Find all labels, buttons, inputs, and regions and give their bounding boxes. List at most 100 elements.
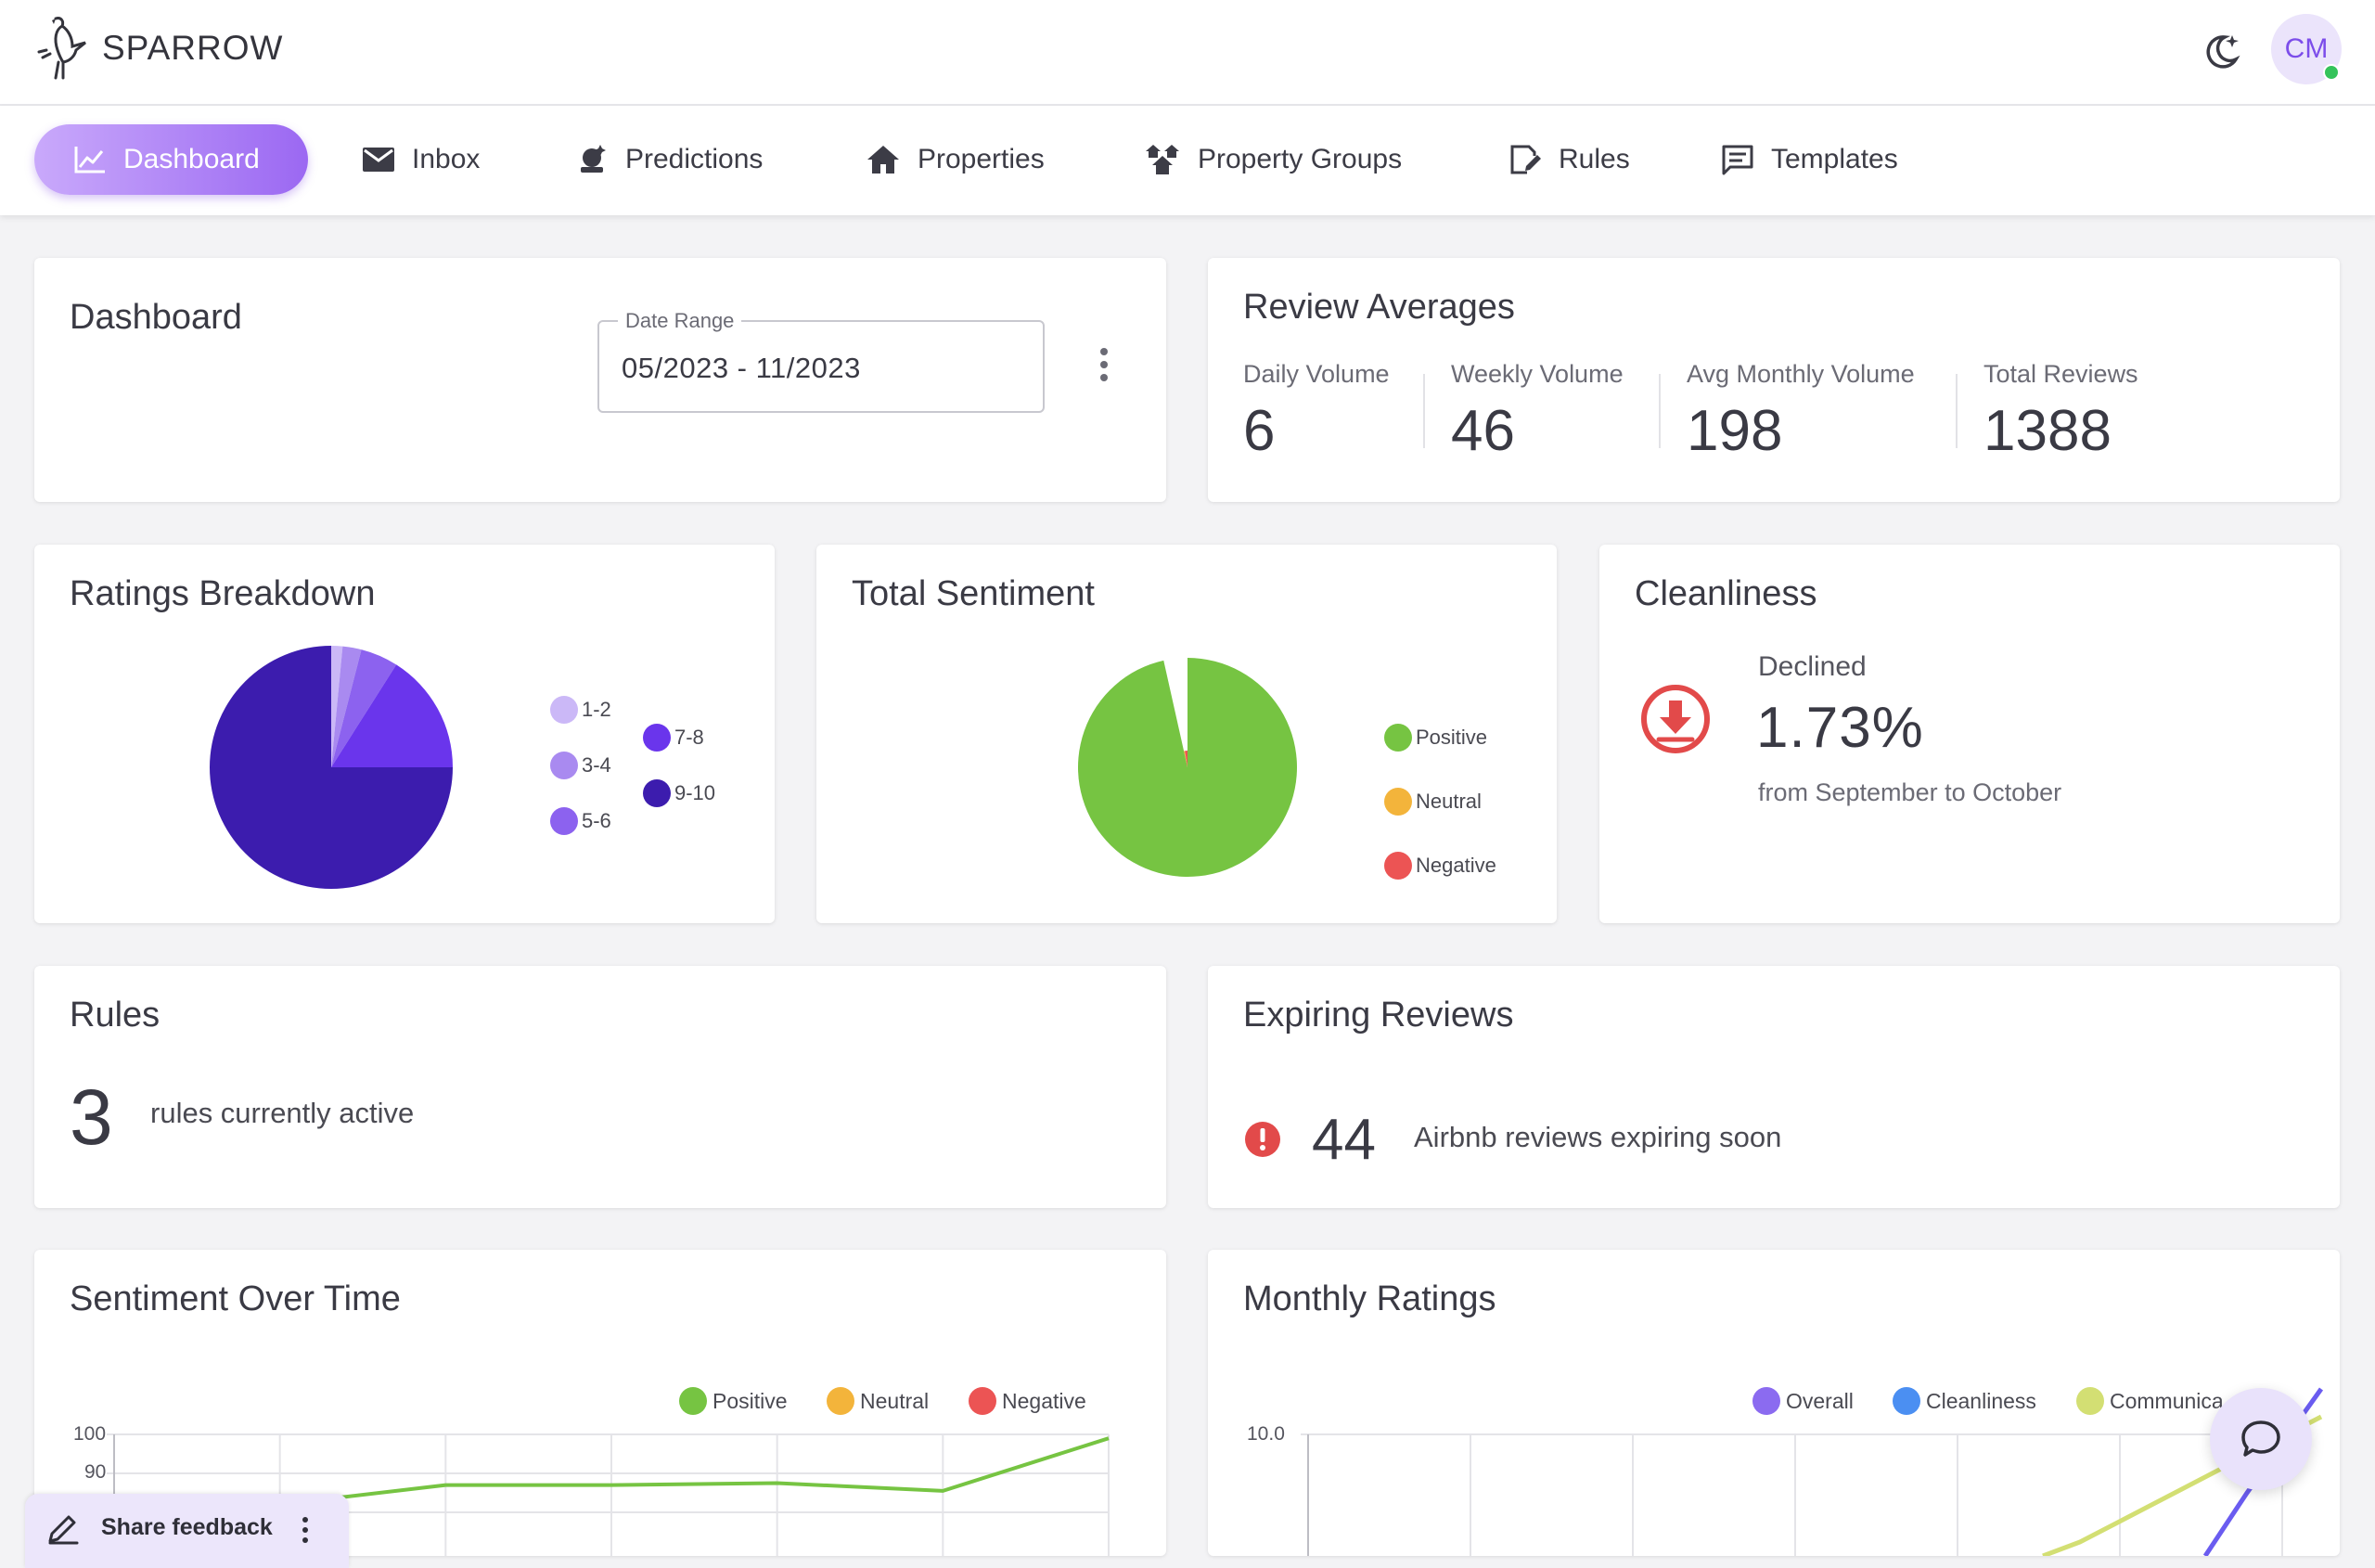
legend-item[interactable]: 3-4	[550, 752, 611, 779]
pie-slice-neutral[interactable]	[1184, 751, 1188, 767]
rules-card: Rules 3 rules currently active	[34, 966, 1166, 1208]
stat-label: Weekly Volume	[1451, 360, 1624, 388]
nav-item-templates[interactable]: Templates	[1721, 124, 1898, 195]
card-title: Ratings Breakdown	[70, 574, 376, 613]
stat-value: 198	[1687, 399, 1783, 463]
legend-swatch	[643, 724, 671, 752]
divider	[1423, 374, 1425, 448]
avatar-initials: CM	[2284, 33, 2329, 64]
legend-label: 9-10	[674, 781, 716, 804]
nav-item-predictions[interactable]: Predictions	[575, 124, 763, 195]
monthly-ratings-line-chart	[1301, 1387, 2324, 1556]
more-vert-icon[interactable]	[1098, 346, 1110, 383]
share-feedback-button[interactable]: Share feedback	[25, 1494, 349, 1568]
legend-item[interactable]: Positive	[679, 1387, 788, 1415]
card-title: Review Averages	[1243, 288, 1515, 327]
pen-icon	[48, 1515, 79, 1545]
date-range-field[interactable]: Date Range 05/2023 - 11/2023	[597, 309, 1045, 413]
ratings-pie-chart	[210, 646, 453, 889]
houses-icon	[1146, 145, 1179, 174]
card-title: Cleanliness	[1635, 574, 1817, 613]
legend-label: Neutral	[860, 1388, 930, 1413]
nav-item-rules[interactable]: Rules	[1508, 124, 1630, 195]
legend-item[interactable]: Neutral	[827, 1387, 929, 1415]
legend-item[interactable]: Overall	[1752, 1387, 1854, 1415]
message-icon	[1722, 145, 1753, 175]
y-tick-label: 90	[84, 1461, 107, 1483]
pie-slice-3-4[interactable]	[331, 646, 362, 767]
nav-item-inbox[interactable]: Inbox	[362, 124, 480, 195]
review-averages-card: Review Averages Daily Volume 6 Weekly Vo…	[1208, 258, 2340, 502]
page-title: Dashboard	[70, 298, 242, 337]
avatar[interactable]: CM	[2271, 14, 2342, 84]
legend-swatch	[550, 752, 578, 779]
stat-avg-monthly-volume: Avg Monthly Volume 198	[1687, 360, 1915, 464]
legend-item[interactable]: 1-2	[550, 696, 611, 724]
share-feedback-label: Share feedback	[101, 1514, 273, 1540]
legend-label: Positive	[1416, 726, 1488, 749]
brand[interactable]: SPARROW	[35, 13, 283, 84]
chart-line-icon	[74, 147, 105, 174]
nav-item-label: Predictions	[625, 144, 764, 174]
legend-label: Communica	[2110, 1388, 2224, 1413]
legend-swatch	[679, 1387, 707, 1415]
legend-label: Positive	[712, 1388, 788, 1413]
pie-slice-9-10[interactable]	[210, 646, 453, 889]
stat-value: 46	[1451, 399, 1515, 463]
legend-item[interactable]: 5-6	[550, 807, 611, 835]
legend-label: 5-6	[582, 809, 611, 832]
pie-slice-negative[interactable]	[1185, 751, 1188, 767]
legend-label: 7-8	[674, 726, 704, 749]
nav-item-label: Dashboard	[123, 144, 260, 174]
ratings-breakdown-card: Ratings Breakdown 1-2 3-4 5-6 7-8 9-10	[34, 545, 775, 923]
main-nav: Dashboard Inbox Predictions Properties P…	[0, 106, 2375, 215]
legend-item[interactable]: Negative	[969, 1387, 1086, 1415]
legend-swatch	[1752, 1387, 1780, 1415]
legend-item[interactable]: Neutral	[1384, 788, 1482, 816]
legend-swatch	[1384, 788, 1412, 816]
legend-label: Negative	[1002, 1388, 1086, 1413]
legend-swatch	[827, 1387, 854, 1415]
legend-item[interactable]: 7-8	[643, 724, 704, 752]
legend-item[interactable]: Negative	[1384, 852, 1496, 880]
trend-value: 1.73%	[1756, 696, 1924, 760]
dashboard-header-card: Dashboard Date Range 05/2023 - 11/2023	[34, 258, 1166, 502]
nav-item-properties[interactable]: Properties	[866, 124, 1045, 195]
legend-label: Cleanliness	[1926, 1388, 2036, 1413]
nav-item-property-groups[interactable]: Property Groups	[1144, 124, 1402, 195]
divider	[1956, 374, 1958, 448]
stat-value: 6	[1243, 399, 1276, 463]
home-icon	[867, 146, 899, 174]
divider	[1659, 374, 1661, 448]
nav-item-label: Inbox	[412, 144, 481, 174]
more-vert-icon[interactable]	[299, 1516, 312, 1544]
dark-mode-toggle-icon[interactable]	[2199, 28, 2245, 74]
legend-swatch	[969, 1387, 996, 1415]
pie-slice-1-2[interactable]	[331, 646, 343, 767]
legend-swatch	[550, 696, 578, 724]
monthly-ratings-card: Monthly Ratings Overall Cleanliness Comm…	[1208, 1250, 2340, 1556]
pie-slice-5-6[interactable]	[331, 649, 397, 767]
trend-status: Declined	[1758, 651, 1867, 682]
error-alert-icon	[1245, 1122, 1280, 1157]
chat-bubble-icon	[2241, 1420, 2280, 1457]
nav-item-dashboard[interactable]: Dashboard	[34, 124, 308, 195]
stat-label: Avg Monthly Volume	[1687, 360, 1915, 388]
legend-item[interactable]: 9-10	[643, 779, 715, 807]
legend-swatch	[643, 779, 671, 807]
pie-slice-7-8[interactable]	[331, 664, 453, 767]
online-status-dot	[2323, 64, 2340, 81]
trend-subtitle: from September to October	[1758, 778, 2062, 806]
stat-label: Daily Volume	[1243, 360, 1390, 388]
crystal-ball-icon	[581, 145, 606, 173]
legend-label: Negative	[1416, 854, 1496, 877]
legend-item[interactable]: Cleanliness	[1893, 1387, 2036, 1415]
legend-item[interactable]: Communica	[2076, 1387, 2224, 1415]
legend-item[interactable]: Positive	[1384, 724, 1487, 752]
legend-swatch	[1384, 852, 1412, 880]
top-bar: SPARROW CM	[0, 0, 2375, 106]
chat-button[interactable]	[2210, 1388, 2312, 1490]
rules-count: 3	[70, 1073, 113, 1161]
nav-item-label: Properties	[918, 144, 1045, 174]
mail-icon	[363, 148, 394, 172]
